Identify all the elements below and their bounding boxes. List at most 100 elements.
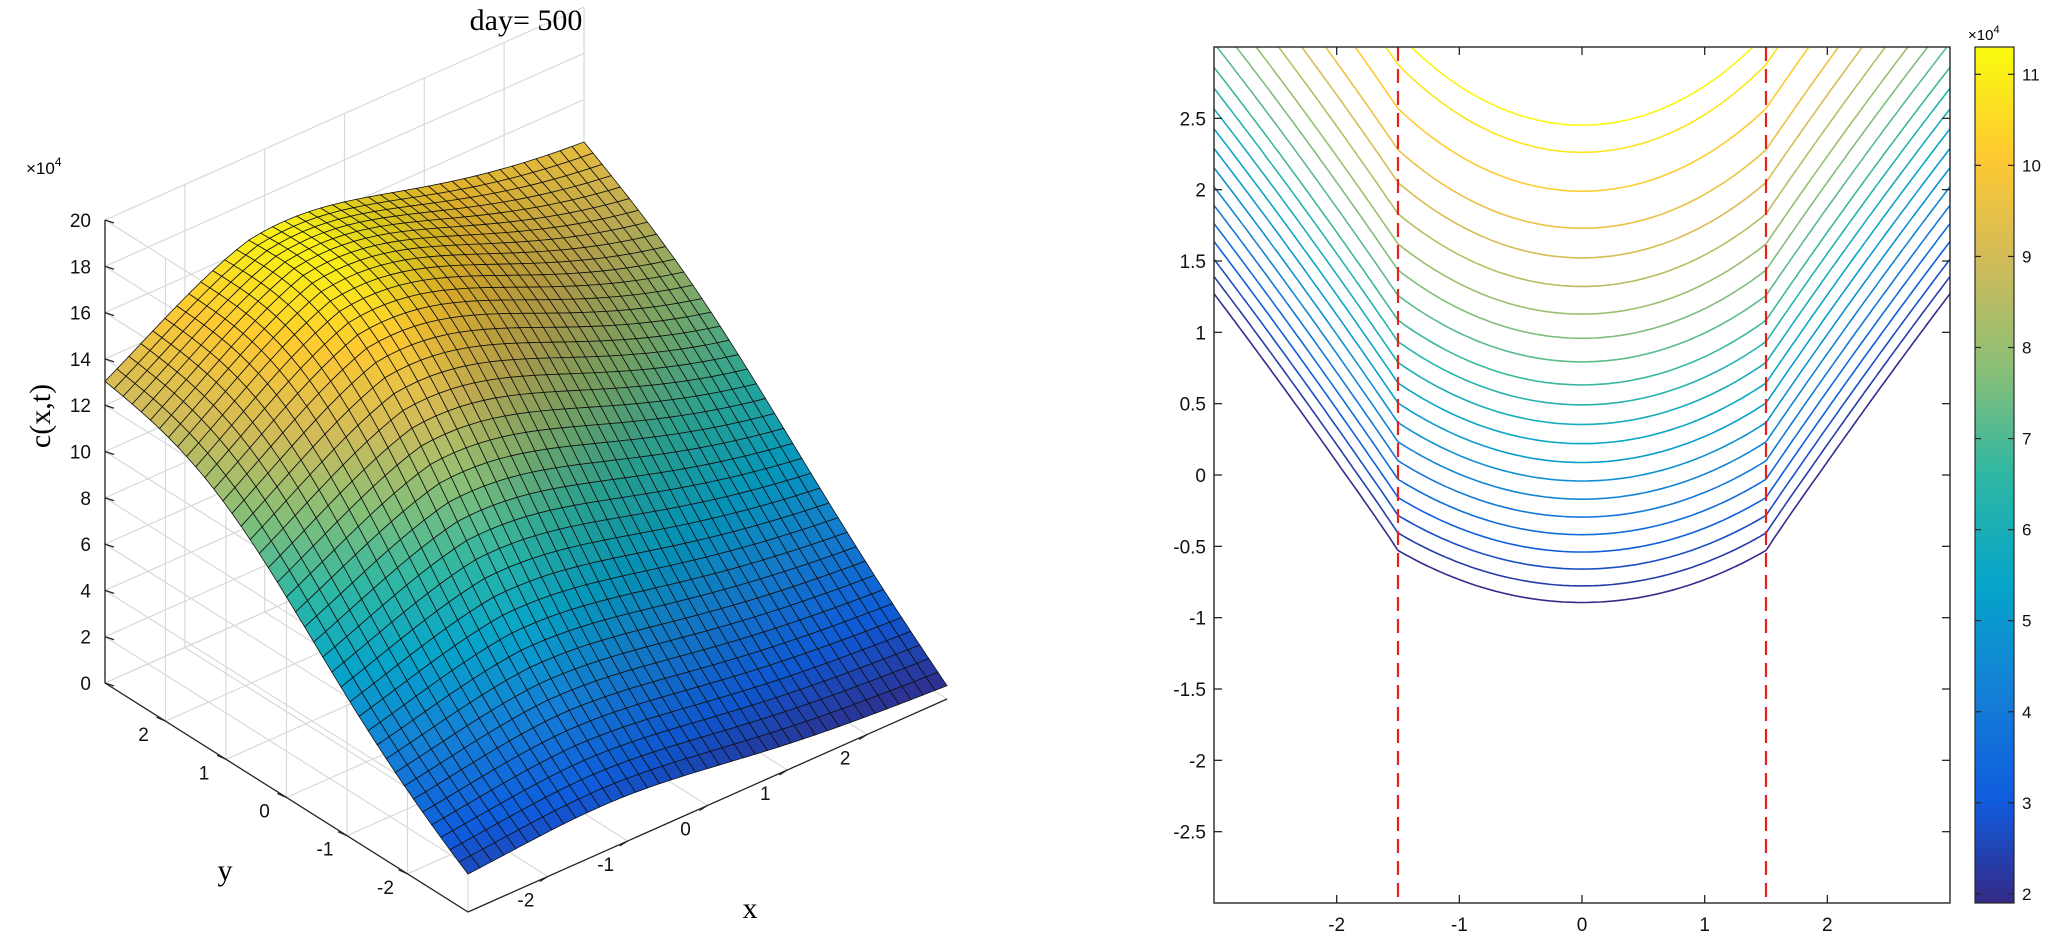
colorbar-tick-label: 9 [2022,247,2031,266]
z-tick-label: 12 [70,396,91,417]
z-tick-mark [104,543,115,548]
contour-y-tick-label: 2 [1195,181,1206,202]
z-tick-label: 10 [70,443,91,464]
z-tick-mark [104,358,115,363]
z-axis-label: c(x,t) [24,384,57,448]
x-tick-label: 1 [760,784,771,805]
z-tick-label: 6 [80,535,91,556]
contour-panel: -2 -1 0 1 2 -2.5 -2 -1.5 -1 -0.5 0 0.5 1 1.5 2 2.5 2 3 4 5… [1173,24,2041,936]
contour-plot-area [1214,47,1950,903]
colorbar-multiplier-label: ×104 [1968,24,2000,44]
x-tick-mark [619,840,629,847]
contour-x-tick-label: -1 [1451,915,1468,936]
contour-line [1385,47,1779,154]
z-tick-mark [104,219,115,224]
contour-y-tick-label: -1 [1189,609,1206,630]
contour-y-tick-label: -2 [1189,751,1206,772]
contour-line [1214,128,1950,445]
x-tick-label: -1 [597,855,614,876]
contour-line [1255,47,1909,315]
contour-y-tick-label: 1.5 [1180,252,1206,273]
z-multiplier-exponent: 4 [55,155,62,169]
colorbar-multiplier-exponent: 4 [1993,24,1999,36]
z-tick-mark [104,404,115,409]
contour-line [1214,293,1950,604]
colorbar-tick-label: 4 [2022,703,2031,722]
z-tick-label: 8 [80,489,91,510]
contour-line [1324,47,1840,229]
x-tick-mark [778,769,788,776]
colorbar-tick-label: 8 [2022,339,2031,358]
contour-y-tick-label: -1.5 [1173,680,1206,701]
y-tick-mark [337,831,348,837]
z-tick-mark [104,311,115,317]
z-tick-mark [104,682,115,687]
contour-line [1235,47,1929,340]
colorbar [1974,46,2015,904]
contour-line [1277,47,1887,288]
colorbar-multiplier-base: ×10 [1968,27,1993,44]
contour-line [1214,258,1950,570]
z-tick-label: 18 [70,257,91,278]
contour-line [1214,186,1950,500]
contour-y-tick-label: 0.5 [1180,395,1206,416]
z-tick-label: 2 [80,628,91,649]
y-tick-label: 2 [138,725,149,746]
contour-y-tick-label: -0.5 [1173,537,1206,558]
z-tick-mark [104,265,115,270]
y-tick-mark [216,754,227,760]
z-tick-label: 14 [70,350,92,371]
x-tick-label: 0 [680,820,691,841]
y-tick-mark [277,792,287,799]
contour-x-tick-label: 1 [1699,915,1710,936]
colorbar-tick-label: 10 [2022,156,2041,175]
contour-x-tick-label: 0 [1577,915,1588,936]
x-axis-label: x [743,892,758,925]
contour-line [1214,167,1950,482]
z-tick-label: 0 [80,674,91,695]
contour-line [1214,87,1950,406]
contour-line [1301,47,1863,259]
contour-line [1214,223,1950,536]
y-tick-label: -2 [377,878,394,899]
contour-line [1214,204,1950,518]
z-tick-label: 20 [70,211,91,232]
colorbar-tick-label: 3 [2022,794,2031,813]
surface-mesh [104,141,948,875]
x-tick-mark [539,875,549,883]
contour-line [1214,276,1950,587]
contour-y-tick-label: 1 [1195,323,1206,344]
z-tick-label: 4 [80,581,91,602]
contour-line [1214,66,1950,386]
contour-y-tick-label: 0 [1195,466,1206,487]
contour-line [1354,47,1810,192]
z-tick-mark [104,450,115,456]
contour-lines [1214,47,1950,604]
contour-x-tick-label: 2 [1822,915,1833,936]
z-tick-mark [104,636,115,641]
y-tick-label: 0 [259,802,270,823]
x-tick-label: -2 [517,891,534,912]
x-tick-mark [699,804,708,812]
z-multiplier-label: ×104 [26,155,62,178]
y-axis-label: y [218,854,233,887]
x-tick-mark [858,733,868,741]
dashed-boundary-lines [1396,47,1768,903]
y-tick-label: -1 [317,840,334,861]
surface-facet [925,671,948,691]
colorbar-tick-label: 6 [2022,521,2031,540]
contour-y-tick-label: -2.5 [1173,823,1206,844]
contour-y-tick-label: 2.5 [1180,109,1206,130]
colorbar-tick-label: 7 [2022,430,2031,449]
z-tick-label: 16 [70,304,91,325]
z-tick-mark [104,589,115,595]
surface-title: day= 500 [470,4,583,37]
z-tick-mark [104,497,115,502]
contour-line [1214,108,1950,426]
y-tick-mark [156,716,166,722]
y-tick-label: 1 [199,763,210,784]
colorbar-tick-label: 11 [2022,65,2040,84]
contour-x-tick-label: -2 [1328,915,1345,936]
